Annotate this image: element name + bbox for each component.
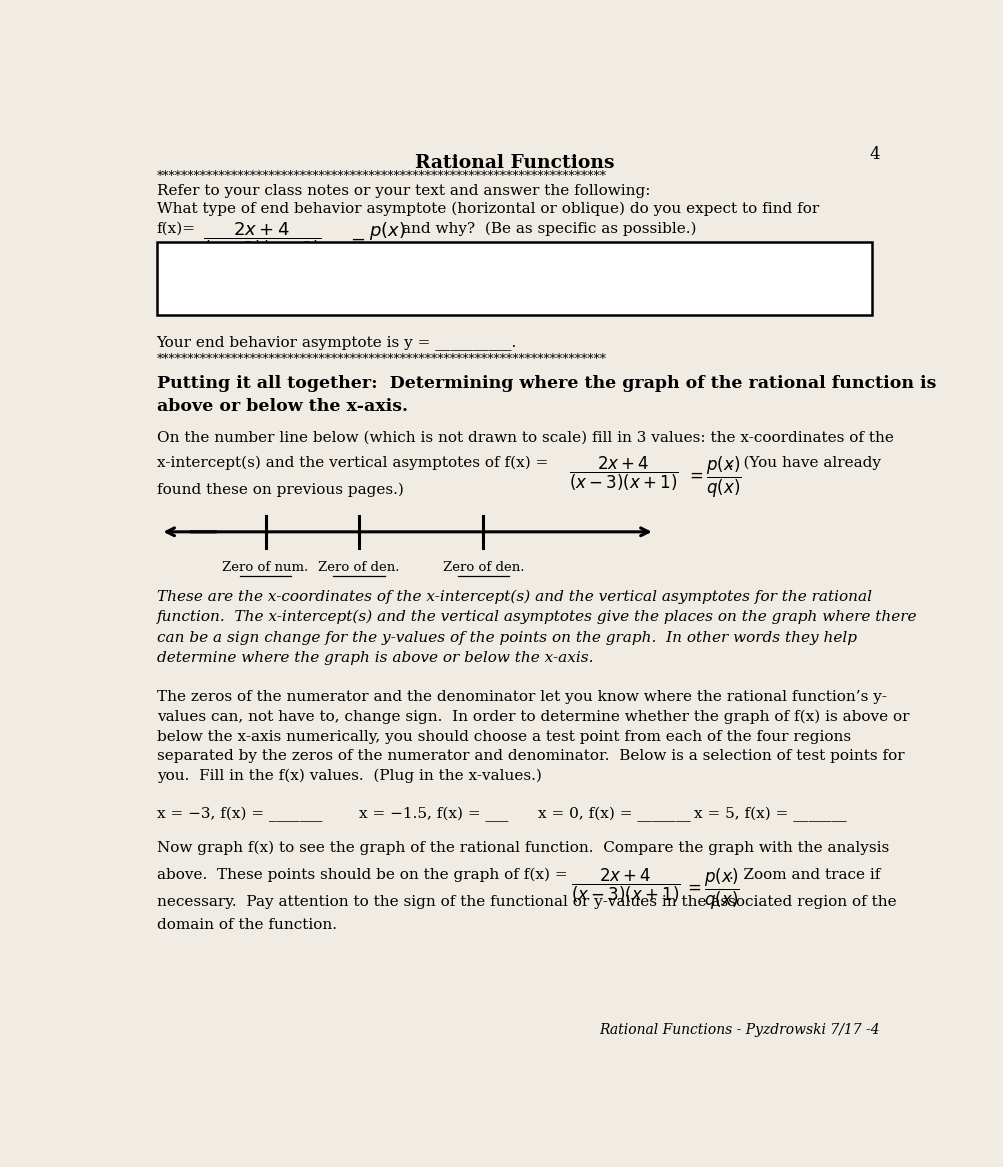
Text: below the x-axis numerically, you should choose a test point from each of the fo: below the x-axis numerically, you should… [156, 729, 850, 743]
Text: necessary.  Pay attention to the sign of the functional or y-values in the assoc: necessary. Pay attention to the sign of … [156, 895, 896, 909]
Text: $\dfrac{2x+4}{(x-3)(x+1)}$: $\dfrac{2x+4}{(x-3)(x+1)}$ [569, 454, 678, 492]
Text: and why?  (Be as specific as possible.): and why? (Be as specific as possible.) [401, 222, 695, 236]
Text: Now graph f(x) to see the graph of the rational function.  Compare the graph wit: Now graph f(x) to see the graph of the r… [156, 841, 888, 855]
Text: ************************************************************************: ****************************************… [156, 169, 606, 183]
Text: Rational Functions: Rational Functions [414, 154, 614, 173]
FancyBboxPatch shape [156, 242, 872, 315]
Text: Zero of num.: Zero of num. [223, 560, 308, 573]
Text: Rational Functions - Pyzdrowski 7/17 -4: Rational Functions - Pyzdrowski 7/17 -4 [599, 1023, 880, 1037]
Text: 4: 4 [869, 146, 880, 163]
Text: Your end behavior asymptote is y = __________.: Your end behavior asymptote is y = _____… [156, 335, 517, 350]
Text: x = 0, f(x) = _______: x = 0, f(x) = _______ [538, 806, 690, 822]
Text: .  (You have already: . (You have already [728, 455, 880, 470]
Text: above.  These points should be on the graph of f(x) =: above. These points should be on the gra… [156, 868, 567, 882]
Text: x-intercept(s) and the vertical asymptotes of f(x) =: x-intercept(s) and the vertical asymptot… [156, 455, 548, 470]
Text: you.  Fill in the f(x) values.  (Plug in the x-values.): you. Fill in the f(x) values. (Plug in t… [156, 769, 541, 783]
Text: x = −3, f(x) = _______: x = −3, f(x) = _______ [156, 806, 322, 822]
Text: $\dfrac{2x+4}{(x-3)(x+1)}$: $\dfrac{2x+4}{(x-3)(x+1)}$ [204, 221, 322, 259]
Text: f(x)=: f(x)= [156, 222, 196, 236]
Text: $=\dfrac{p(x)}{q(x)}$: $=\dfrac{p(x)}{q(x)}$ [685, 454, 741, 499]
Text: $\dfrac{2x+4}{(x-3)(x+1)}$: $\dfrac{2x+4}{(x-3)(x+1)}$ [570, 867, 679, 906]
Text: .  Zoom and trace if: . Zoom and trace if [728, 868, 879, 882]
Text: values can, not have to, change sign.  In order to determine whether the graph o: values can, not have to, change sign. In… [156, 710, 909, 725]
Text: What type of end behavior asymptote (horizontal or oblique) do you expect to fin: What type of end behavior asymptote (hor… [156, 201, 818, 216]
Text: domain of the function.: domain of the function. [156, 918, 336, 932]
Text: On the number line below (which is not drawn to scale) fill in 3 values: the x-c: On the number line below (which is not d… [156, 431, 893, 445]
Text: These are the x-coordinates of the x-intercept(s) and the vertical asymptotes fo: These are the x-coordinates of the x-int… [156, 589, 871, 603]
Text: The zeros of the numerator and the denominator let you know where the rational f: The zeros of the numerator and the denom… [156, 690, 886, 704]
Text: found these on previous pages.): found these on previous pages.) [156, 482, 403, 497]
Text: Refer to your class notes or your text and answer the following:: Refer to your class notes or your text a… [156, 184, 650, 198]
Text: x = −1.5, f(x) = ___: x = −1.5, f(x) = ___ [359, 806, 508, 822]
Text: determine where the graph is above or below the x-axis.: determine where the graph is above or be… [156, 651, 593, 665]
Text: x = 5, f(x) = _______: x = 5, f(x) = _______ [693, 806, 846, 822]
Text: $=\dfrac{p(x)}{q(x)}$: $=\dfrac{p(x)}{q(x)}$ [347, 221, 407, 266]
Text: above or below the x-axis.: above or below the x-axis. [156, 398, 407, 415]
Text: Zero of den.: Zero of den. [442, 560, 524, 573]
Text: function.  The x-intercept(s) and the vertical asymptotes give the places on the: function. The x-intercept(s) and the ver… [156, 610, 916, 624]
Text: Putting it all together:  Determining where the graph of the rational function i: Putting it all together: Determining whe… [156, 375, 935, 392]
Text: separated by the zeros of the numerator and denominator.  Below is a selection o: separated by the zeros of the numerator … [156, 749, 904, 763]
Text: Zero of den.: Zero of den. [318, 560, 399, 573]
Text: $=\dfrac{p(x)}{q(x)}$: $=\dfrac{p(x)}{q(x)}$ [683, 867, 739, 913]
Text: can be a sign change for the y-values of the points on the graph.  In other word: can be a sign change for the y-values of… [156, 630, 856, 644]
Text: ************************************************************************: ****************************************… [156, 352, 606, 366]
